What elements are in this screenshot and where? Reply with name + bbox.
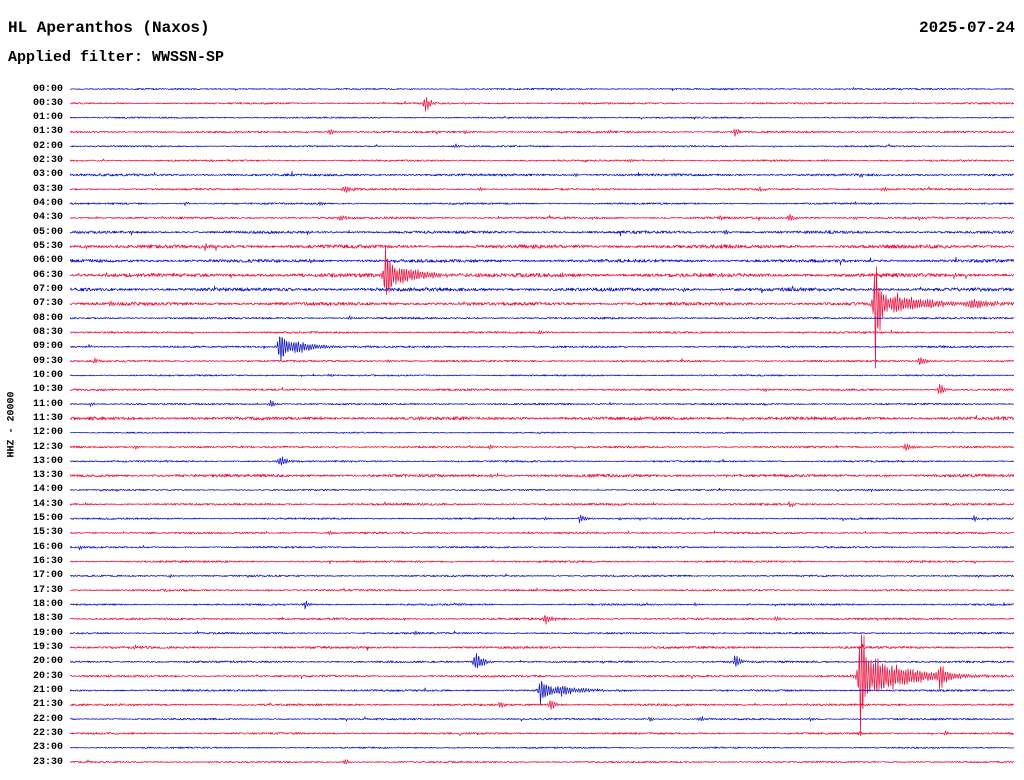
time-label: 16:30 (32, 556, 63, 568)
time-label: 07:00 (32, 283, 63, 295)
station-title: HL Aperanthos (Naxos) (8, 19, 210, 37)
time-label: 16:00 (32, 541, 63, 553)
time-label: 23:30 (32, 756, 63, 768)
time-label: 02:00 (32, 140, 63, 152)
time-label: 03:30 (32, 183, 63, 195)
time-label: 18:30 (32, 613, 63, 625)
time-label: 15:00 (32, 513, 63, 525)
time-label: 04:00 (32, 198, 63, 210)
time-label: 02:30 (32, 155, 63, 167)
time-label: 06:00 (32, 255, 63, 267)
time-label: 10:30 (32, 384, 63, 396)
time-label: 21:00 (32, 684, 63, 696)
time-label: 12:00 (32, 427, 63, 439)
filter-label: Applied filter: WWSSN-SP (8, 49, 225, 66)
time-label: 14:00 (32, 484, 63, 496)
time-label: 19:30 (32, 641, 63, 653)
time-label: 01:30 (32, 126, 63, 138)
time-label-column: 00:00 00:30 01:00 01:30 02:00 02:30 03:00 03:30… (0, 0, 63, 780)
time-label: 06:30 (32, 269, 63, 281)
time-label: 13:30 (32, 470, 63, 482)
time-label: 04:30 (32, 212, 63, 224)
time-label: 20:00 (32, 656, 63, 668)
time-label: 20:30 (32, 670, 63, 682)
time-label: 23:00 (32, 742, 63, 754)
time-label: 17:00 (32, 570, 63, 582)
time-label: 22:30 (32, 727, 63, 739)
time-label: 18:00 (32, 599, 63, 611)
time-label: 15:30 (32, 527, 63, 539)
time-label: 11:30 (32, 412, 63, 424)
time-label: 13:00 (32, 455, 63, 467)
time-label: 11:00 (32, 398, 63, 410)
date-label: 2025-07-24 (918, 19, 1015, 37)
time-label: 09:30 (32, 355, 63, 367)
time-label: 07:30 (32, 298, 63, 310)
time-label: 05:30 (32, 241, 63, 253)
time-label: 14:30 (32, 498, 63, 510)
time-label: 00:00 (32, 83, 63, 95)
time-label: 05:00 (32, 226, 63, 238)
time-label: 03:00 (32, 169, 63, 181)
time-label: 00:30 (32, 97, 63, 109)
time-label: 19:00 (32, 627, 63, 639)
time-label: 10:00 (32, 369, 63, 381)
time-label: 08:30 (32, 326, 63, 338)
time-label: 22:00 (32, 713, 63, 725)
helicorder-canvas (70, 80, 1014, 780)
time-label: 08:00 (32, 312, 63, 324)
time-label: 09:00 (32, 341, 63, 353)
time-label: 12:30 (32, 441, 63, 453)
time-label: 21:30 (32, 699, 63, 711)
time-label: 17:30 (32, 584, 63, 596)
time-label: 01:00 (32, 112, 63, 124)
